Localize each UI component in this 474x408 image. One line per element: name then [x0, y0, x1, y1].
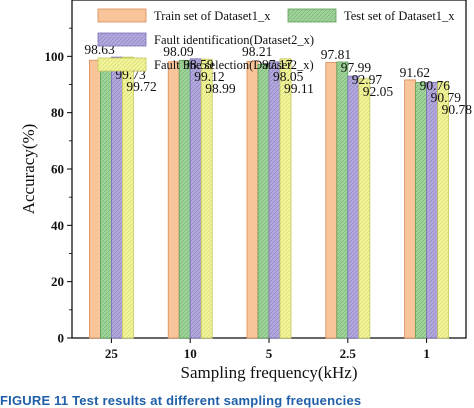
- y-tick-label: 0: [58, 331, 65, 346]
- data-label: 98.09: [163, 44, 194, 59]
- bar-3-0: [325, 62, 338, 339]
- data-label: 98.59: [183, 57, 214, 72]
- data-label: 98.05: [273, 69, 304, 84]
- legend-swatch: [287, 8, 337, 23]
- bar-0-1: [100, 58, 112, 339]
- bar-2-3: [279, 58, 292, 339]
- data-label: 98.21: [242, 44, 272, 59]
- data-label: 90.78: [442, 102, 473, 117]
- x-tick-label: 5: [266, 346, 273, 361]
- y-tick-label: 80: [51, 105, 64, 120]
- x-tick-label: 10: [184, 346, 197, 361]
- legend-label: Fault identification(Dataset2_x): [154, 33, 314, 47]
- bar-4-2: [426, 81, 439, 339]
- data-label: 90.76: [420, 78, 451, 93]
- y-tick-label: 20: [51, 274, 64, 289]
- data-label: 99.72: [126, 79, 156, 94]
- legend-label: Fault line selection(Dataset2_x): [154, 58, 314, 72]
- bar-4-1: [415, 81, 428, 339]
- data-label: 91.62: [400, 65, 430, 80]
- data-label: 92.97: [352, 72, 383, 87]
- bar-1-2: [189, 58, 202, 339]
- data-label: 98.99: [205, 81, 236, 96]
- data-label: 99.12: [194, 69, 224, 84]
- data-label: 97.99: [341, 60, 372, 75]
- bar-2-0: [246, 60, 259, 339]
- y-tick-label: 40: [51, 218, 64, 233]
- bar-1-1: [178, 59, 191, 339]
- bar-3-1: [336, 61, 349, 339]
- y-tick-label: 60: [51, 162, 64, 177]
- x-axis-label: Sampling frequency(kHz): [180, 363, 357, 382]
- bar-0-3: [122, 56, 134, 339]
- figure-caption: FIGURE 11 Test results at different samp…: [0, 393, 362, 408]
- data-label: 92.05: [363, 84, 394, 99]
- data-label: 97.81: [321, 47, 351, 62]
- y-tick-label: 100: [45, 49, 65, 64]
- bar-4-3: [437, 81, 450, 339]
- legend-swatch: [97, 8, 147, 23]
- legend-swatch: [97, 57, 147, 72]
- x-tick-label: 25: [105, 346, 119, 361]
- bar-0-2: [111, 56, 123, 339]
- x-tick-label: 1: [423, 346, 430, 361]
- bar-0-0: [89, 59, 101, 339]
- bar-2-1: [257, 63, 270, 339]
- data-label: 97.17: [262, 57, 293, 72]
- data-label: 99.11: [284, 81, 314, 96]
- bar-3-2: [347, 75, 360, 339]
- bar-1-3: [200, 58, 213, 339]
- y-axis-label: Accuracy(%): [19, 124, 38, 215]
- x-tick-label: 2.5: [340, 346, 357, 361]
- bar-3-3: [358, 78, 371, 339]
- legend-swatch: [97, 32, 147, 47]
- legend-label: Train set of Dataset1_x: [154, 9, 271, 23]
- data-label: 90.79: [431, 90, 462, 105]
- bar-2-2: [268, 61, 281, 339]
- bar-4-0: [404, 79, 417, 339]
- bar-1-0: [167, 61, 180, 339]
- legend-label: Test set of Dataset1_x: [344, 9, 455, 23]
